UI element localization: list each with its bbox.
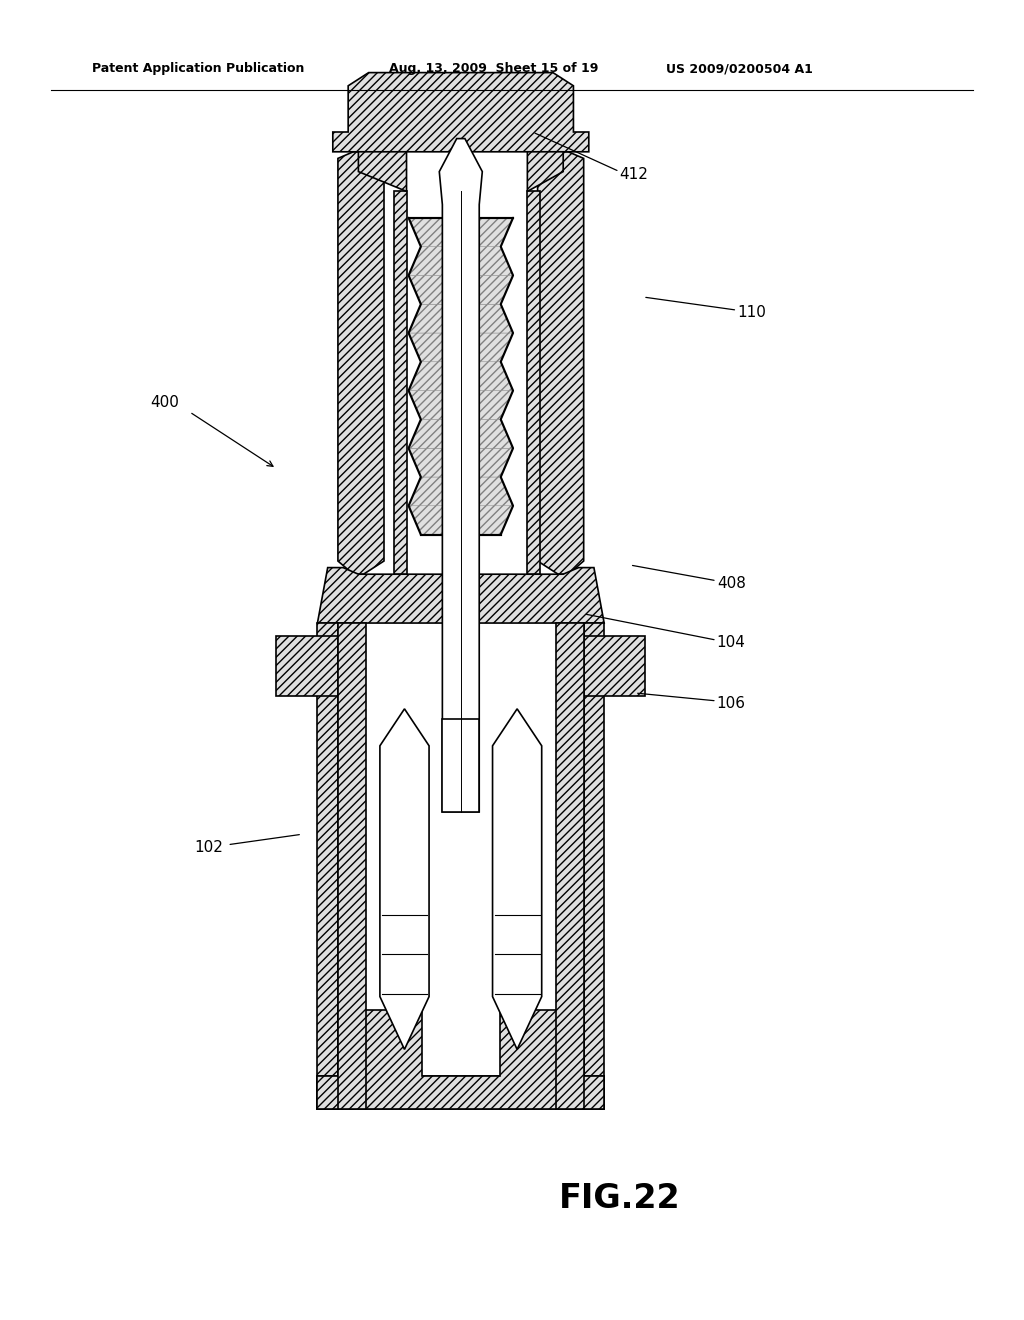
Polygon shape (439, 139, 482, 812)
Polygon shape (493, 709, 542, 1049)
Polygon shape (556, 623, 584, 1109)
Polygon shape (409, 391, 513, 420)
Polygon shape (527, 191, 540, 574)
Polygon shape (358, 152, 407, 191)
Polygon shape (409, 449, 513, 477)
Polygon shape (584, 623, 604, 1109)
Text: 408: 408 (717, 576, 745, 591)
Text: Aug. 13, 2009  Sheet 15 of 19: Aug. 13, 2009 Sheet 15 of 19 (389, 62, 598, 75)
Polygon shape (338, 152, 384, 574)
Polygon shape (317, 1010, 604, 1109)
Polygon shape (409, 420, 513, 449)
Text: 400: 400 (151, 395, 179, 411)
Polygon shape (538, 152, 584, 574)
Text: FIG.22: FIG.22 (559, 1183, 680, 1214)
Polygon shape (442, 719, 479, 812)
Polygon shape (527, 152, 563, 191)
Polygon shape (338, 623, 366, 1109)
Text: 102: 102 (195, 840, 223, 855)
Polygon shape (409, 333, 513, 362)
Polygon shape (409, 362, 513, 391)
Polygon shape (333, 73, 589, 152)
Polygon shape (409, 218, 513, 247)
Polygon shape (317, 568, 604, 623)
Polygon shape (394, 191, 407, 574)
Polygon shape (409, 506, 513, 535)
Text: 106: 106 (717, 696, 745, 711)
Polygon shape (409, 477, 513, 506)
Text: 104: 104 (717, 635, 745, 651)
Text: 412: 412 (620, 166, 648, 182)
Polygon shape (317, 1076, 604, 1109)
Text: Patent Application Publication: Patent Application Publication (92, 62, 304, 75)
Polygon shape (276, 636, 338, 696)
Polygon shape (409, 247, 513, 276)
Polygon shape (584, 636, 645, 696)
Polygon shape (317, 623, 338, 1109)
Polygon shape (409, 276, 513, 304)
Text: US 2009/0200504 A1: US 2009/0200504 A1 (666, 62, 812, 75)
Polygon shape (380, 709, 429, 1049)
Polygon shape (409, 304, 513, 333)
Text: 110: 110 (737, 305, 766, 321)
